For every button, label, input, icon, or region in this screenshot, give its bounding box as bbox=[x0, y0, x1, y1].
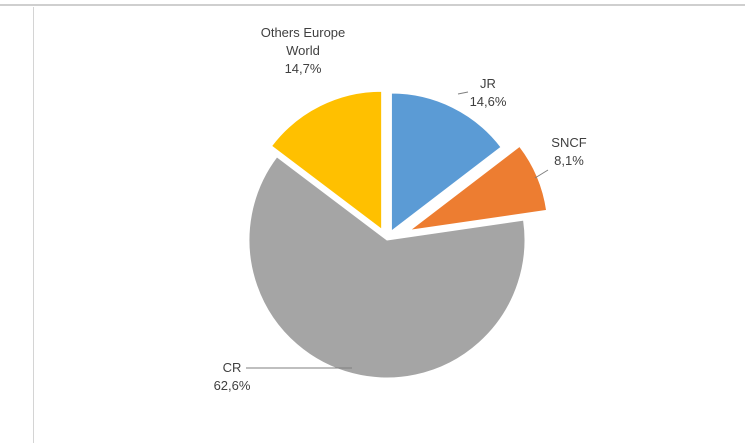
pie-slice-jr bbox=[390, 92, 502, 233]
data-label-percent: 14,6% bbox=[470, 94, 507, 109]
data-label-category: World bbox=[286, 43, 320, 58]
top-divider bbox=[0, 4, 745, 6]
data-label-percent: 8,1% bbox=[554, 153, 584, 168]
data-label-category: CR bbox=[223, 360, 242, 375]
data-label-category: Others Europe bbox=[261, 25, 346, 40]
data-label-percent: 14,7% bbox=[285, 61, 322, 76]
leader-line bbox=[457, 91, 469, 95]
data-label-percent: 62,6% bbox=[214, 378, 251, 393]
pie-slice-cr bbox=[248, 156, 526, 379]
data-label-category: SNCF bbox=[551, 135, 586, 150]
leader-line bbox=[534, 169, 549, 179]
pie-slice-others-europe-world bbox=[270, 90, 383, 231]
data-label-category: JR bbox=[480, 76, 496, 91]
